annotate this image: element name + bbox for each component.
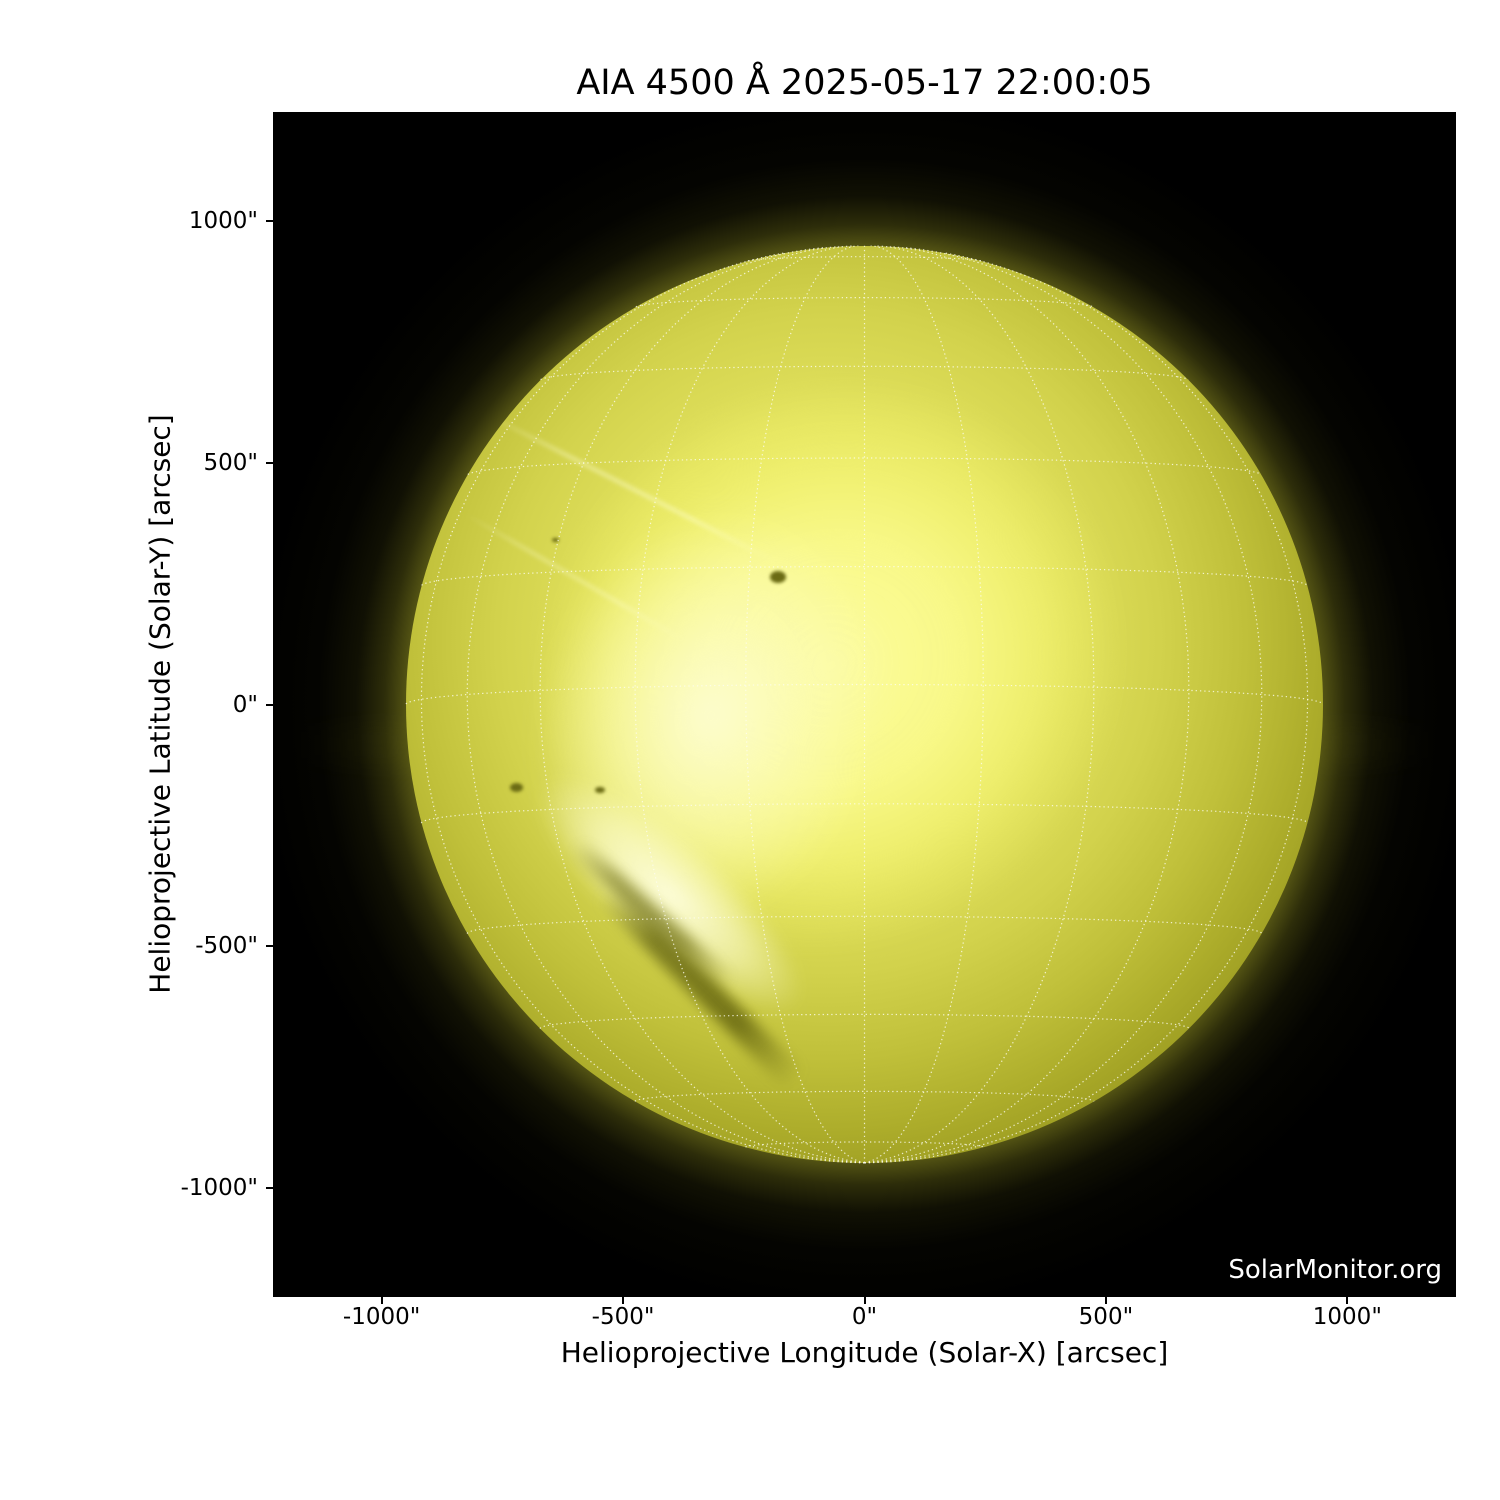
sun-disk [405,245,1324,1164]
sun-limb-glow [273,112,1456,1297]
bright-core-region [484,463,938,969]
sunspot [595,786,605,794]
x-tick-mark [380,1297,383,1304]
x-tick-mark [622,1297,625,1304]
heliographic-grid [405,245,1324,1164]
y-tick-mark [266,219,273,222]
figure-title: AIA 4500 Å 2025-05-17 22:00:05 [576,63,1153,103]
faint-ray [482,411,779,565]
equatorial-diffraction-band [273,723,1456,767]
watermark: SolarMonitor.org [1228,1255,1442,1285]
x-tick-label: 0" [851,1304,878,1330]
plot-area: SolarMonitor.org [273,112,1456,1297]
x-tick-mark [1104,1297,1107,1304]
x-tick-label: 1000" [1312,1304,1382,1330]
x-tick-mark [1346,1297,1349,1304]
x-tick-label: 500" [1078,1304,1134,1330]
y-tick-mark [266,1187,273,1190]
y-tick-label: -1000" [180,1175,258,1202]
faint-ray [462,511,690,645]
y-tick-label: 1000" [188,207,258,234]
bright-streak [505,741,835,1048]
dark-lane [596,881,806,1091]
y-tick-mark [266,703,273,706]
x-tick-label: -500" [591,1304,655,1330]
x-tick-mark [863,1297,866,1304]
sunspot [769,570,787,583]
y-tick-label: -500" [195,933,258,960]
x-axis-label: Helioprojective Longitude (Solar-X) [arc… [560,1336,1169,1369]
dark-lane [568,837,737,992]
y-tick-label: 0" [232,691,258,718]
y-tick-label: 500" [203,449,258,476]
y-tick-mark [266,945,273,948]
x-tick-label: -1000" [342,1304,421,1330]
y-tick-mark [266,461,273,464]
sunspot [552,537,559,543]
bright-saturated-region [427,269,1233,1063]
sunspot [510,782,524,792]
